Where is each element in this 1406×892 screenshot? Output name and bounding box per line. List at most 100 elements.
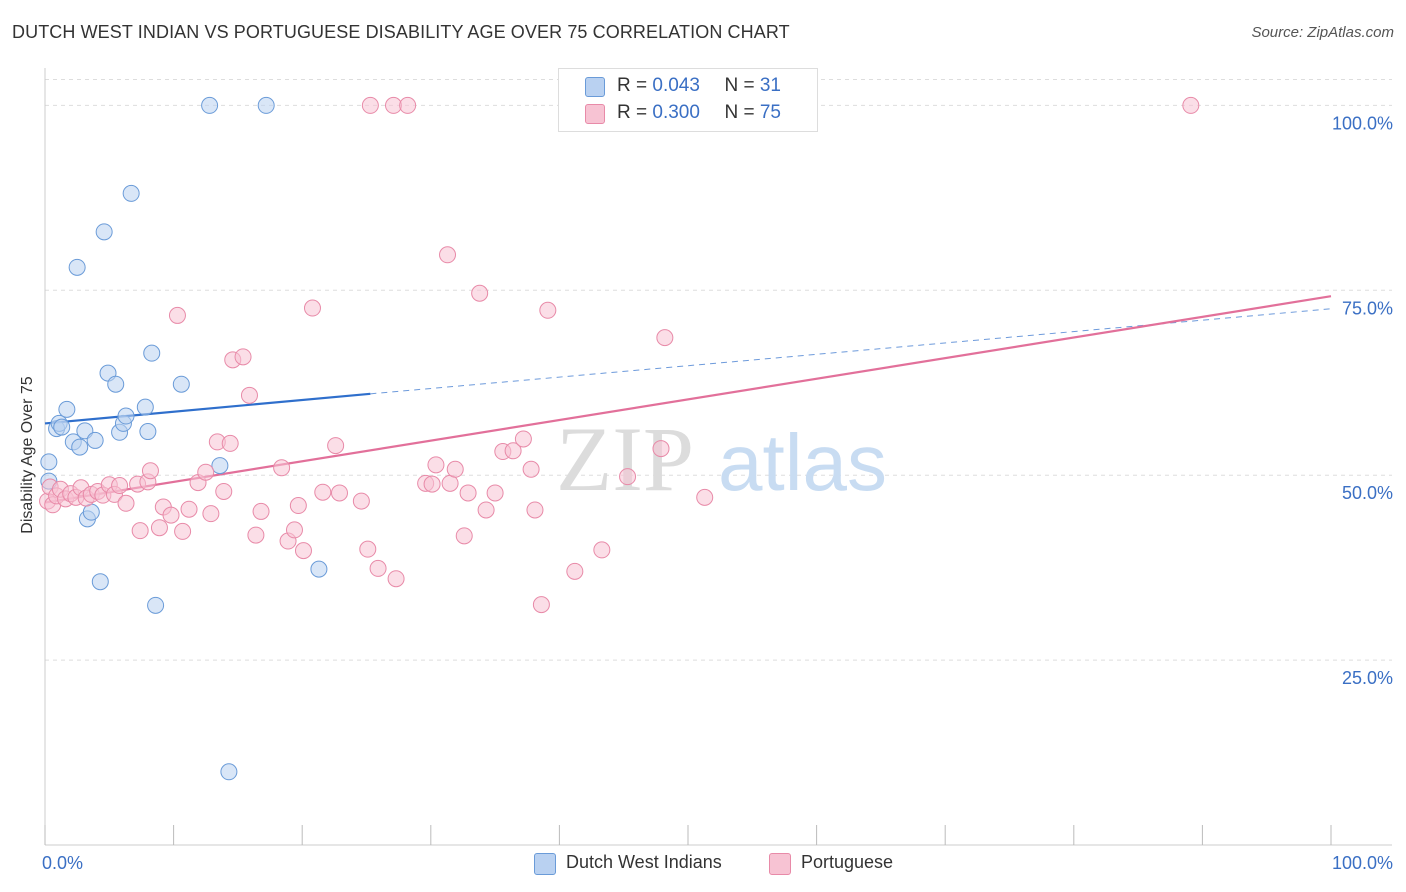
point-portuguese	[168, 306, 186, 324]
point-portuguese	[361, 96, 379, 114]
x-tick-label: 100.0%	[1332, 853, 1393, 873]
point-dutch-west-indians	[86, 431, 104, 449]
point-portuguese	[446, 460, 464, 478]
point-portuguese	[369, 559, 387, 577]
point-portuguese	[285, 521, 303, 539]
y-tick-label: 50.0%	[1342, 483, 1393, 503]
point-portuguese	[477, 501, 495, 519]
point-dutch-west-indians	[40, 453, 58, 471]
legend-n-label: N =	[724, 75, 760, 96]
legend-r-value: 0.043	[652, 75, 700, 96]
point-portuguese	[221, 434, 239, 452]
legend-n-value: 31	[759, 75, 781, 96]
point-dutch-west-indians	[91, 573, 109, 591]
point-portuguese	[486, 484, 504, 502]
data-points	[39, 96, 1200, 781]
point-portuguese	[162, 506, 180, 524]
point-portuguese	[385, 96, 403, 114]
trend-lines	[44, 295, 1332, 504]
point-dutch-west-indians	[257, 96, 275, 114]
point-dutch-west-indians	[95, 223, 113, 241]
point-portuguese	[327, 437, 345, 455]
point-portuguese	[514, 430, 532, 448]
trend-line-portuguese	[44, 295, 1332, 504]
source-label: Source: ZipAtlas.com	[1251, 24, 1394, 41]
point-portuguese	[330, 484, 348, 502]
point-dutch-west-indians	[139, 423, 157, 441]
point-portuguese	[1182, 96, 1200, 114]
point-portuguese	[117, 494, 135, 512]
point-portuguese	[141, 462, 159, 480]
point-dutch-west-indians	[201, 96, 219, 114]
y-tick-label: 75.0%	[1342, 298, 1393, 318]
point-portuguese	[202, 505, 220, 523]
point-portuguese	[180, 500, 198, 518]
gridlines	[45, 79, 1392, 661]
chart-title: DUTCH WEST INDIAN VS PORTUGUESE DISABILI…	[12, 22, 790, 42]
point-dutch-west-indians	[71, 438, 89, 456]
point-portuguese	[423, 475, 441, 493]
point-portuguese	[459, 484, 477, 502]
point-dutch-west-indians	[143, 344, 161, 362]
legend-swatch-pink	[585, 104, 605, 124]
point-dutch-west-indians	[122, 184, 140, 202]
trend-line-dutch-extension	[370, 308, 1332, 395]
point-portuguese	[197, 463, 215, 481]
point-portuguese	[522, 460, 540, 478]
legend-r-label: R =	[617, 102, 653, 123]
point-portuguese	[289, 497, 307, 515]
point-portuguese	[652, 440, 670, 458]
point-portuguese	[234, 348, 252, 366]
point-dutch-west-indians	[310, 560, 328, 578]
point-dutch-west-indians	[117, 407, 135, 425]
point-portuguese	[294, 542, 312, 560]
point-portuguese	[471, 284, 489, 302]
point-portuguese	[532, 596, 550, 614]
legend-swatch-blue	[585, 77, 605, 97]
legend-swatch-pink	[769, 853, 791, 875]
point-portuguese	[656, 329, 674, 347]
point-portuguese	[593, 541, 611, 559]
legend-n-value: 75	[759, 102, 781, 123]
point-dutch-west-indians	[147, 596, 165, 614]
legend-n-label: N =	[724, 102, 760, 123]
tick-labels: 25.0% 50.0% 75.0% 100.0% 0.0% 100.0%	[42, 113, 1393, 873]
point-portuguese	[427, 456, 445, 474]
point-portuguese	[696, 488, 714, 506]
point-portuguese	[619, 468, 637, 486]
point-portuguese	[111, 477, 129, 495]
point-portuguese	[150, 519, 168, 537]
point-portuguese	[215, 482, 233, 500]
legend-swatch-blue	[534, 853, 556, 875]
point-portuguese	[455, 527, 473, 545]
point-portuguese	[303, 299, 321, 317]
point-dutch-west-indians	[58, 400, 76, 418]
point-dutch-west-indians	[211, 457, 229, 475]
x-tick-label: 0.0%	[42, 853, 83, 873]
legend-r-value: 0.300	[652, 102, 700, 123]
legend-label-dutch: Dutch West Indians	[566, 852, 722, 872]
point-dutch-west-indians	[172, 375, 190, 393]
point-portuguese	[174, 522, 192, 540]
y-tick-label: 25.0%	[1342, 668, 1393, 688]
watermark-zip: ZIP	[556, 408, 694, 510]
legend-r-label: R =	[617, 75, 653, 96]
correlation-legend: R = 0.043 N = 31 R = 0.300 N = 75	[558, 68, 818, 132]
watermark-atlas: atlas	[718, 418, 887, 507]
point-portuguese	[439, 246, 457, 264]
point-portuguese	[314, 483, 332, 501]
y-tick-label: 100.0%	[1332, 113, 1393, 133]
point-dutch-west-indians	[107, 375, 125, 393]
point-dutch-west-indians	[53, 418, 71, 436]
legend-label-portuguese: Portuguese	[801, 852, 894, 872]
point-portuguese	[359, 540, 377, 558]
point-dutch-west-indians	[136, 398, 154, 416]
point-portuguese	[252, 502, 270, 520]
point-portuguese	[526, 501, 544, 519]
point-portuguese	[399, 96, 417, 114]
point-portuguese	[566, 562, 584, 580]
point-portuguese	[352, 492, 370, 510]
point-portuguese	[273, 459, 291, 477]
point-dutch-west-indians	[220, 763, 238, 781]
